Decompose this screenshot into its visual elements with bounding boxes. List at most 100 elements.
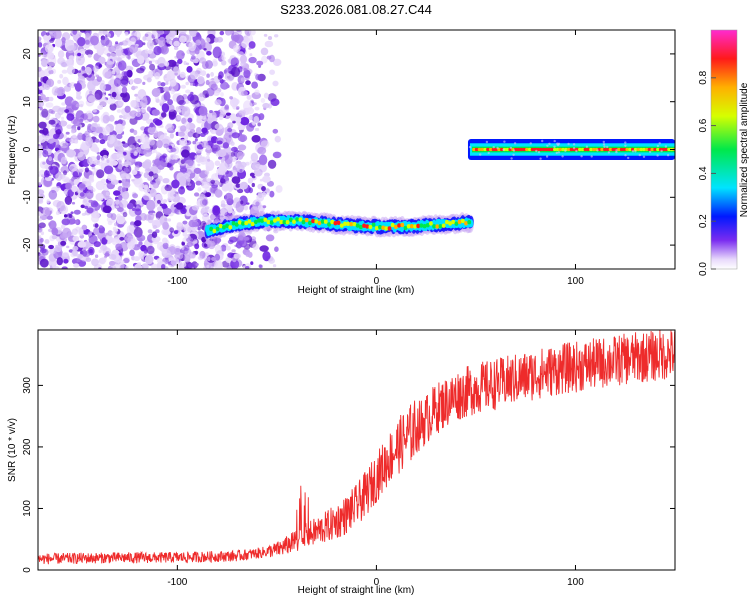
lower-tone-core xyxy=(416,223,421,229)
noise-blob xyxy=(142,81,146,85)
lower-tone-core xyxy=(384,226,389,231)
noise-blob xyxy=(205,192,212,198)
noise-blob xyxy=(77,45,84,52)
lower-tone-core xyxy=(343,221,347,226)
lower-tone-core xyxy=(209,226,214,232)
noise-blob xyxy=(251,161,261,171)
spectrogram-y-tick-label: 10 xyxy=(22,96,33,108)
lower-tone-core xyxy=(225,223,230,228)
noise-blob xyxy=(230,259,240,269)
noise-blob xyxy=(99,204,103,208)
noise-blob xyxy=(111,230,118,236)
noise-blob xyxy=(124,105,131,113)
noise-blob xyxy=(247,251,253,258)
noise-blob xyxy=(38,234,42,240)
noise-blob xyxy=(206,73,210,78)
noise-blob xyxy=(117,195,123,201)
noise-blob xyxy=(106,33,112,38)
upper-tone-core xyxy=(644,147,649,152)
noise-blob xyxy=(104,252,110,257)
noise-blob xyxy=(274,135,281,143)
noise-blob xyxy=(82,249,88,257)
upper-tone-speckle xyxy=(585,145,589,148)
lower-tone-core xyxy=(237,220,242,225)
noise-blob xyxy=(133,129,138,136)
noise-blob xyxy=(237,134,248,142)
noise-blob xyxy=(57,50,65,59)
noise-blob xyxy=(179,167,188,173)
noise-blob xyxy=(63,214,68,218)
noise-blob xyxy=(250,261,254,265)
noise-blob xyxy=(153,45,162,56)
snr-series-line xyxy=(38,330,675,565)
noise-blob xyxy=(185,89,191,94)
noise-blob xyxy=(77,151,86,161)
upper-tone-core xyxy=(505,147,510,152)
upper-tone-core xyxy=(488,147,493,152)
noise-blob xyxy=(230,141,235,146)
noise-blob xyxy=(63,85,72,92)
noise-blob xyxy=(146,40,155,49)
noise-blob xyxy=(91,166,96,170)
noise-blob xyxy=(185,62,190,66)
lower-tone-core xyxy=(212,228,217,234)
noise-blob xyxy=(51,235,58,240)
noise-blob xyxy=(78,228,84,236)
lower-tone-core xyxy=(285,220,290,225)
noise-blob xyxy=(249,172,255,177)
noise-blob xyxy=(58,120,68,127)
lower-tone-core xyxy=(288,217,293,222)
noise-blob xyxy=(46,199,50,204)
noise-blob xyxy=(189,30,198,37)
lower-tone-core xyxy=(445,219,449,225)
upper-tone-core xyxy=(605,147,610,152)
noise-blob xyxy=(60,240,67,246)
noise-blob xyxy=(115,49,122,57)
upper-tone-speckle xyxy=(557,151,561,154)
noise-blob xyxy=(133,256,140,262)
snr-x-tick-label: 0 xyxy=(374,577,380,588)
noise-blob xyxy=(59,73,64,79)
noise-blob xyxy=(257,191,263,198)
upper-tone-speckle xyxy=(485,140,489,144)
spectrogram-y-tick-label: -10 xyxy=(22,190,33,205)
noise-blob xyxy=(183,254,191,263)
noise-blob xyxy=(46,215,53,220)
noise-blob xyxy=(156,217,159,220)
lower-tone-core xyxy=(228,225,233,230)
noise-blob xyxy=(127,202,134,210)
lower-tone-core xyxy=(413,224,417,229)
lower-tone-core xyxy=(400,222,405,228)
noise-blob xyxy=(39,129,45,134)
noise-blob xyxy=(198,193,206,200)
noise-blob xyxy=(184,159,194,169)
noise-blob xyxy=(173,230,179,235)
lower-tone-core xyxy=(374,226,379,231)
upper-tone-core xyxy=(592,147,596,152)
noise-blob xyxy=(96,46,105,56)
noise-blob xyxy=(109,260,116,266)
noise-blob xyxy=(127,55,131,60)
noise-blob xyxy=(106,53,111,57)
noise-blob xyxy=(152,173,159,179)
noise-blob xyxy=(234,34,244,44)
noise-blob xyxy=(155,87,161,93)
noise-blob xyxy=(272,264,277,268)
noise-blob xyxy=(45,102,54,108)
noise-blob xyxy=(207,158,211,162)
noise-blob xyxy=(253,116,260,124)
noise-blob xyxy=(181,245,185,250)
noise-blob xyxy=(105,158,113,169)
lower-tone-core xyxy=(273,218,277,223)
noise-blob xyxy=(259,154,268,166)
upper-tone-core xyxy=(525,147,529,152)
noise-blob xyxy=(156,160,165,170)
noise-blob xyxy=(59,232,68,239)
upper-tone-speckle xyxy=(602,143,606,146)
noise-blob xyxy=(243,67,247,72)
noise-blob xyxy=(116,215,126,225)
noise-blob xyxy=(239,181,249,190)
noise-blob xyxy=(125,113,131,120)
noise-blob xyxy=(132,208,136,211)
noise-blob xyxy=(85,49,94,56)
